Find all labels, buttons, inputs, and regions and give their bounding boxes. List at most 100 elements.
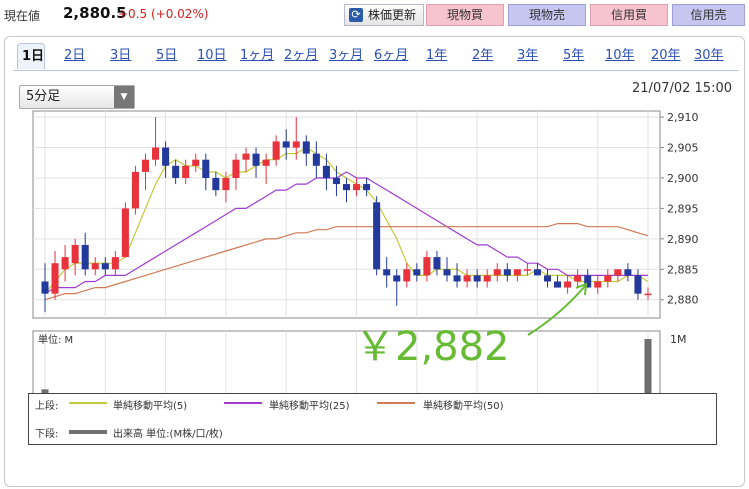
candle-body xyxy=(554,281,562,288)
candle-body xyxy=(131,171,139,209)
candle-body xyxy=(292,141,300,148)
tab-5day[interactable]: 5日 xyxy=(156,48,178,63)
legend-lower-label: 下段: xyxy=(35,429,59,440)
tab-2day[interactable]: 2日 xyxy=(64,48,86,63)
margin-sell-button[interactable]: 信用売 xyxy=(672,4,745,26)
candle-body xyxy=(322,165,330,178)
candle-body xyxy=(433,257,441,270)
tab-3year[interactable]: 3年 xyxy=(517,48,539,63)
annotation-arrowhead xyxy=(575,282,588,296)
y-tick-label: 2,900 xyxy=(667,172,699,185)
y-tick-label: 2,905 xyxy=(667,142,699,155)
price-axis-labels: 2,910 2,905 2,900 2,895 2,890 2,885 2,880 xyxy=(660,111,699,307)
candle-body xyxy=(473,275,481,282)
candle-body xyxy=(614,269,622,276)
candle-body xyxy=(162,147,170,166)
candle-body xyxy=(453,275,461,282)
candle-body xyxy=(373,202,381,270)
volume-axis-label: 1M xyxy=(670,333,687,346)
tab-30year[interactable]: 30年 xyxy=(694,48,724,63)
candle-body xyxy=(513,269,521,276)
price-value: 2,880.5 xyxy=(63,4,127,22)
tab-3day[interactable]: 3日 xyxy=(110,48,132,63)
legend-volume: 出来高 単位:(M株/口/枚) xyxy=(113,429,223,440)
y-tick-label: 2,910 xyxy=(667,111,699,124)
legend-ma5: 単純移動平均(5) xyxy=(113,401,188,412)
candle-body xyxy=(202,159,210,178)
interval-select[interactable]: 5分足 ▼ xyxy=(19,85,135,109)
annotation-arrow xyxy=(527,285,586,336)
candle-body xyxy=(423,257,431,276)
candle-body xyxy=(574,275,582,282)
candle-body xyxy=(252,153,260,166)
candle-body xyxy=(503,269,511,276)
tab-2year[interactable]: 2年 xyxy=(472,48,494,63)
tab-1year[interactable]: 1年 xyxy=(426,48,448,63)
header-bar: 現在値 2,880.5 +0.5 (+0.02%) ⟳ 株価更新 現物買 現物売… xyxy=(0,0,749,32)
chevron-down-icon: ▼ xyxy=(114,86,134,108)
candle-body xyxy=(192,159,200,166)
interval-select-value: 5分足 xyxy=(26,89,61,104)
candle-body xyxy=(121,208,129,258)
tab-5year[interactable]: 5年 xyxy=(563,48,585,63)
margin-buy-button[interactable]: 信用買 xyxy=(590,4,668,26)
candle-body xyxy=(91,263,99,270)
ma-line-3 xyxy=(44,223,649,301)
candle-body xyxy=(413,269,421,276)
candle-body xyxy=(634,275,642,294)
candle-body xyxy=(533,269,541,276)
legend-ma25-swatch xyxy=(224,402,262,404)
candle-body xyxy=(81,244,89,270)
tab-2month[interactable]: 2ヶ月 xyxy=(284,48,319,63)
price-change: +0.5 (+0.02%) xyxy=(118,7,209,21)
tab-20year[interactable]: 20年 xyxy=(651,48,681,63)
candle-body xyxy=(383,269,391,276)
candle-body xyxy=(594,281,602,288)
candle-body xyxy=(51,263,59,294)
candle-body xyxy=(222,177,230,191)
update-price-button[interactable]: ⟳ 株価更新 xyxy=(344,4,424,26)
legend: 上段: 単純移動平均(5) 単純移動平均(25) 単純移動平均(50) 下段: … xyxy=(28,393,717,445)
refresh-icon: ⟳ xyxy=(349,8,363,22)
candle-body xyxy=(393,275,401,282)
candle-body xyxy=(272,141,280,160)
cash-buy-button[interactable]: 現物買 xyxy=(426,4,504,26)
candle-body xyxy=(403,269,411,282)
candle-body xyxy=(172,165,180,178)
tab-10day[interactable]: 10日 xyxy=(197,48,227,63)
legend-upper-label: 上段: xyxy=(35,401,59,412)
candle-body xyxy=(483,275,491,282)
candle-body xyxy=(61,257,69,270)
legend-ma50: 単純移動平均(50) xyxy=(423,401,504,412)
candle-body xyxy=(493,269,501,276)
candle-body xyxy=(41,281,49,294)
candle-body xyxy=(232,159,240,178)
candle-body xyxy=(182,165,190,178)
candle-body xyxy=(101,263,109,270)
volume-unit-label: 単位: M xyxy=(38,333,73,346)
volume-bar xyxy=(644,339,652,413)
candle-body xyxy=(644,293,652,296)
update-price-label: 株価更新 xyxy=(367,8,416,22)
candle-body xyxy=(342,184,351,191)
tab-6month[interactable]: 6ヶ月 xyxy=(374,48,409,63)
cash-sell-button[interactable]: 現物売 xyxy=(508,4,586,26)
price-label: 現在値 xyxy=(4,9,41,23)
candle-body xyxy=(363,184,371,191)
tab-3month[interactable]: 3ヶ月 xyxy=(329,48,364,63)
candle-body xyxy=(212,177,220,191)
tab-10year[interactable]: 10年 xyxy=(605,48,635,63)
candle-body xyxy=(332,177,340,185)
candle-body xyxy=(523,269,531,271)
candle-body xyxy=(353,184,361,191)
tab-1month[interactable]: 1ヶ月 xyxy=(240,48,275,63)
candle-body xyxy=(152,147,160,160)
legend-ma50-swatch xyxy=(377,402,415,404)
tab-1day[interactable]: 1日 xyxy=(17,43,45,69)
candlesticks xyxy=(41,117,652,312)
legend-volume-swatch xyxy=(69,430,107,434)
candle-body xyxy=(242,153,250,160)
tabs-divider xyxy=(13,70,739,71)
candle-body xyxy=(543,275,552,282)
y-tick-label: 2,880 xyxy=(667,294,699,307)
